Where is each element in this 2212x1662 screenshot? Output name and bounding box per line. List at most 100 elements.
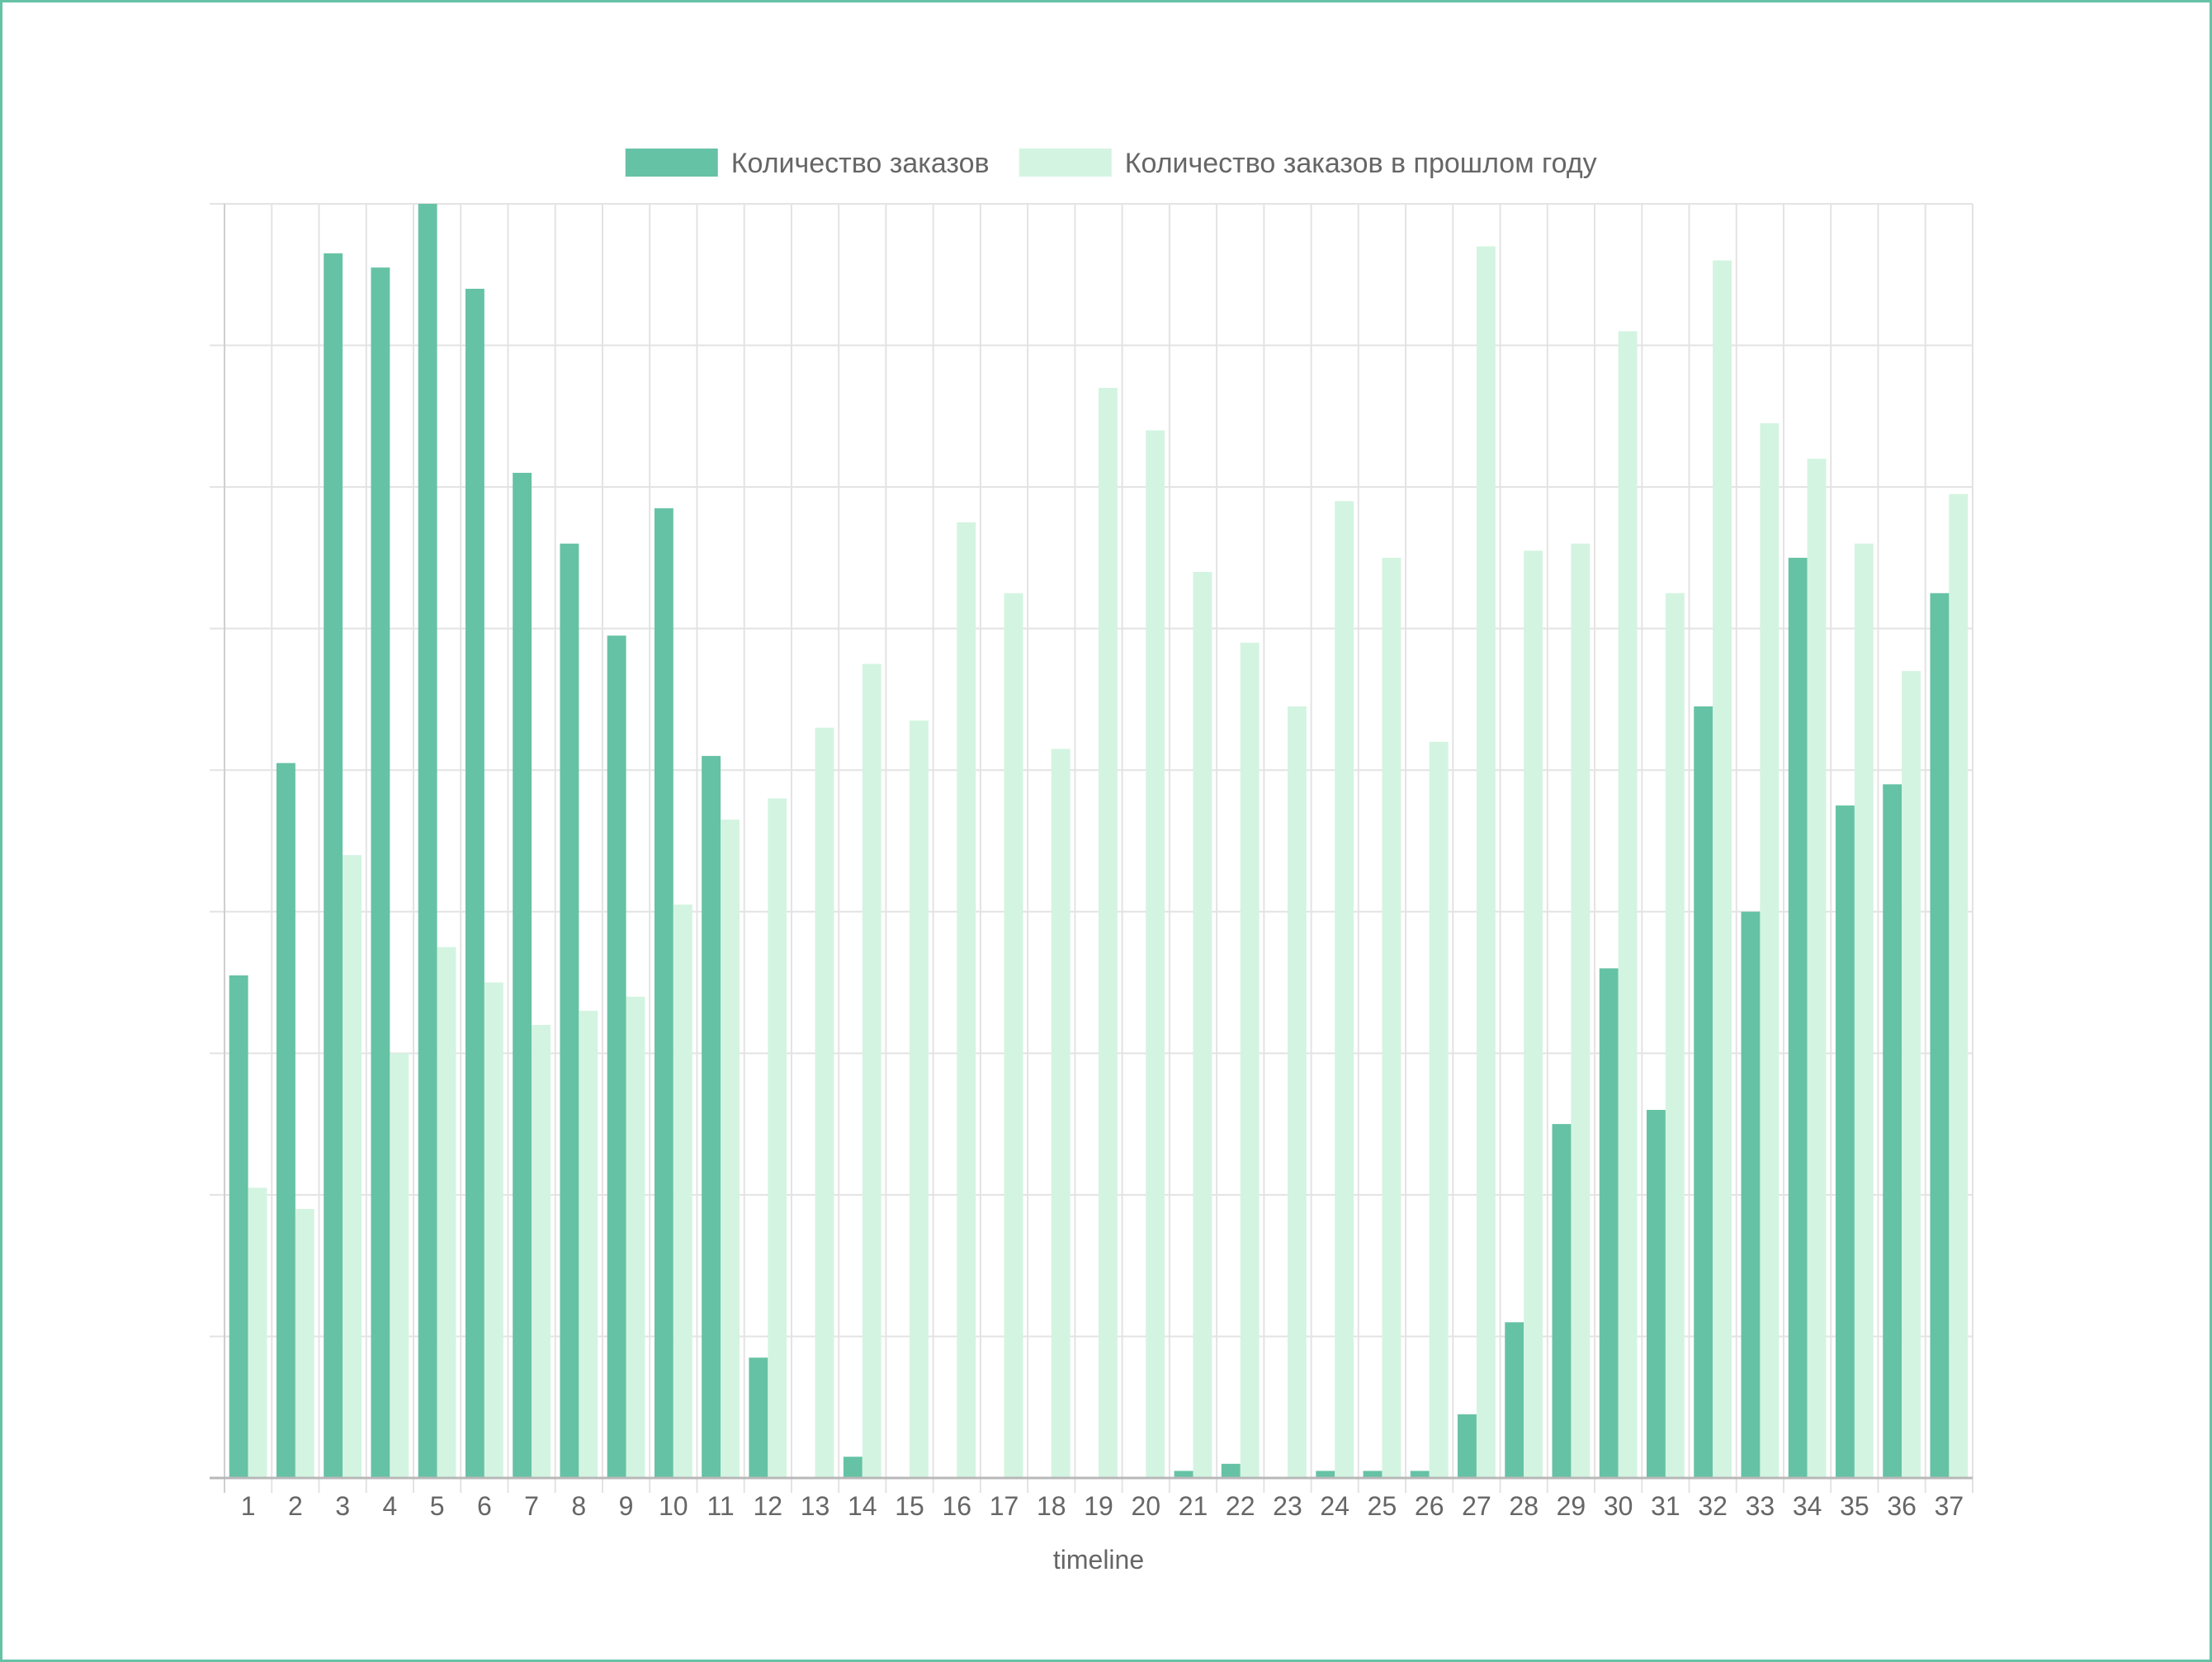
bar-s1-4 bbox=[371, 267, 390, 1479]
x-tick-label: 5 bbox=[430, 1491, 445, 1521]
x-tick-label: 22 bbox=[1226, 1491, 1255, 1521]
bar-s1-31 bbox=[1647, 1109, 1666, 1478]
x-tick-label: 26 bbox=[1415, 1491, 1444, 1521]
bar-s2-24 bbox=[1335, 501, 1354, 1479]
bar-s1-32 bbox=[1694, 706, 1713, 1478]
bar-s2-2 bbox=[295, 1209, 314, 1478]
bar-s1-1 bbox=[229, 975, 248, 1478]
bar-s2-34 bbox=[1807, 458, 1827, 1478]
bar-s1-9 bbox=[607, 635, 626, 1478]
bar-s2-27 bbox=[1476, 246, 1496, 1478]
x-tick-label: 14 bbox=[848, 1491, 877, 1521]
x-tick-label: 11 bbox=[707, 1491, 734, 1521]
x-tick-label: 9 bbox=[619, 1491, 634, 1521]
x-tick-label: 15 bbox=[895, 1491, 924, 1521]
bar-s1-2 bbox=[276, 763, 295, 1478]
bar-s1-7 bbox=[513, 472, 532, 1478]
x-tick-label: 12 bbox=[754, 1491, 783, 1521]
bar-s2-20 bbox=[1146, 430, 1165, 1478]
x-tick-label: 24 bbox=[1320, 1491, 1349, 1521]
bar-s2-5 bbox=[437, 947, 456, 1478]
bar-s1-6 bbox=[465, 288, 484, 1478]
x-tick-label: 18 bbox=[1037, 1491, 1066, 1521]
chart-legend: Количество заказов Количество заказов в п… bbox=[625, 148, 1597, 179]
bar-s2-15 bbox=[910, 720, 929, 1478]
x-tick-label: 32 bbox=[1698, 1491, 1728, 1521]
bar-s1-26 bbox=[1410, 1471, 1430, 1478]
x-tick-label: 13 bbox=[801, 1491, 830, 1521]
bar-s2-10 bbox=[673, 904, 692, 1478]
bar-s1-21 bbox=[1174, 1471, 1193, 1478]
x-tick-label: 29 bbox=[1557, 1491, 1586, 1521]
bar-s2-22 bbox=[1240, 642, 1260, 1478]
x-tick-label: 30 bbox=[1604, 1491, 1633, 1521]
bar-s2-26 bbox=[1429, 741, 1449, 1478]
x-tick-label: 8 bbox=[571, 1491, 586, 1521]
bar-s1-5 bbox=[418, 204, 437, 1478]
bar-s2-29 bbox=[1571, 543, 1590, 1478]
x-tick-label: 37 bbox=[1935, 1491, 1964, 1521]
x-tick-labels: 1 2 3 4 5 6 7 8 9 10 11 12 13 14 15 16 17 18 19 20 21 22 23 24 2… bbox=[241, 1491, 1964, 1521]
bar-s2-8 bbox=[579, 1010, 598, 1478]
bar-s2-4 bbox=[390, 1053, 409, 1478]
bar-s2-3 bbox=[343, 855, 362, 1478]
bar-s1-8 bbox=[560, 543, 579, 1478]
bar-s1-24 bbox=[1316, 1471, 1335, 1478]
bar-s1-28 bbox=[1505, 1322, 1524, 1478]
bar-s2-17 bbox=[1004, 593, 1023, 1478]
x-tick-label: 20 bbox=[1131, 1491, 1160, 1521]
x-tick-label: 28 bbox=[1509, 1491, 1538, 1521]
legend-swatch-1 bbox=[625, 149, 718, 177]
bar-s1-3 bbox=[324, 253, 343, 1478]
bar-s2-1 bbox=[248, 1187, 267, 1478]
bar-s2-9 bbox=[626, 996, 645, 1478]
bar-s1-11 bbox=[702, 756, 721, 1478]
bar-s2-6 bbox=[484, 982, 503, 1478]
x-tick-label: 31 bbox=[1651, 1491, 1680, 1521]
bar-s2-13 bbox=[815, 727, 834, 1478]
x-tick-label: 17 bbox=[990, 1491, 1019, 1521]
x-tick-label: 36 bbox=[1887, 1491, 1917, 1521]
x-tick-label: 21 bbox=[1179, 1491, 1208, 1521]
bar-s2-23 bbox=[1287, 706, 1307, 1478]
legend-label-2: Количество заказов в прошлом году bbox=[1125, 148, 1597, 179]
x-axis-title: timeline bbox=[1053, 1545, 1144, 1575]
bar-s1-27 bbox=[1458, 1414, 1477, 1478]
bar-s1-29 bbox=[1552, 1124, 1572, 1478]
legend-swatch-2 bbox=[1019, 149, 1112, 177]
bar-s1-30 bbox=[1599, 968, 1619, 1478]
x-tick-label: 34 bbox=[1793, 1491, 1822, 1521]
bar-s1-34 bbox=[1788, 557, 1808, 1478]
bar-s2-31 bbox=[1665, 593, 1685, 1478]
bar-s2-7 bbox=[532, 1025, 551, 1478]
x-tick-label: 1 bbox=[241, 1491, 256, 1521]
bar-s2-35 bbox=[1854, 543, 1874, 1478]
x-tick-label: 3 bbox=[335, 1491, 350, 1521]
bar-s2-16 bbox=[957, 522, 976, 1478]
x-tick-label: 2 bbox=[288, 1491, 303, 1521]
bar-s2-33 bbox=[1760, 423, 1780, 1478]
bar-s1-35 bbox=[1835, 805, 1855, 1478]
bar-s2-30 bbox=[1618, 331, 1638, 1478]
x-tick-label: 23 bbox=[1273, 1491, 1302, 1521]
bar-s2-32 bbox=[1713, 260, 1732, 1479]
bar-s2-37 bbox=[1949, 493, 1969, 1478]
x-tick-label: 4 bbox=[382, 1491, 397, 1521]
x-tick-label: 35 bbox=[1840, 1491, 1869, 1521]
x-tick-label: 10 bbox=[659, 1491, 688, 1521]
bar-s2-14 bbox=[862, 663, 881, 1478]
bar-s1-10 bbox=[654, 508, 674, 1478]
bar-s2-12 bbox=[768, 798, 787, 1478]
bar-s1-33 bbox=[1741, 911, 1761, 1478]
legend-label-1: Количество заказов bbox=[731, 148, 990, 179]
chart-bars bbox=[229, 204, 1969, 1479]
bar-s1-22 bbox=[1221, 1463, 1241, 1478]
x-tick-label: 7 bbox=[524, 1491, 539, 1521]
bar-s2-18 bbox=[1051, 748, 1071, 1478]
x-tick-label: 16 bbox=[942, 1491, 971, 1521]
x-tick-label: 19 bbox=[1084, 1491, 1113, 1521]
bar-s1-25 bbox=[1363, 1471, 1382, 1478]
x-tick-label: 27 bbox=[1462, 1491, 1491, 1521]
bar-s2-28 bbox=[1524, 550, 1543, 1479]
